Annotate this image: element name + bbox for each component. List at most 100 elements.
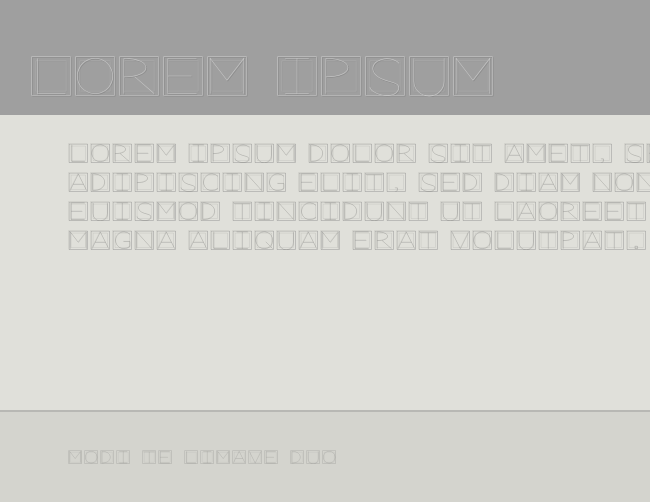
glyph-m	[320, 230, 340, 250]
glyph-d	[342, 201, 362, 221]
glyph-word	[68, 450, 130, 464]
header-band	[0, 0, 650, 115]
glyph-word	[504, 143, 612, 163]
glyph-word	[68, 230, 176, 250]
glyph-o	[322, 450, 336, 464]
glyph-t	[232, 201, 252, 221]
glyph-i	[342, 172, 362, 192]
glyph-t	[472, 143, 492, 163]
glyph-o	[374, 143, 394, 163]
glyph-o	[614, 172, 634, 192]
glyph-t	[142, 450, 156, 464]
glyph-s	[134, 201, 154, 221]
glyph-t	[604, 230, 624, 250]
glyph-e	[548, 143, 568, 163]
glyph-word	[188, 230, 340, 250]
glyph-q	[254, 230, 274, 250]
glyph-e	[352, 230, 372, 250]
glyph-word	[142, 450, 172, 464]
glyph-s	[364, 55, 406, 97]
glyph-word	[592, 172, 650, 192]
glyph-o	[74, 55, 116, 97]
glyph-g	[266, 172, 286, 192]
glyph-n	[276, 201, 296, 221]
glyph-n	[386, 201, 406, 221]
glyph-e	[298, 172, 318, 192]
glyph-i	[450, 143, 470, 163]
glyph-a	[504, 143, 524, 163]
glyph-t	[418, 230, 438, 250]
glyph-u	[516, 230, 536, 250]
glyph-r	[560, 201, 580, 221]
glyph-o	[330, 143, 350, 163]
glyph-a	[188, 230, 208, 250]
glyph-o	[538, 201, 558, 221]
glyph-a	[538, 172, 558, 192]
glyph-e	[604, 201, 624, 221]
glyph-n	[244, 172, 264, 192]
glyph-word	[428, 143, 492, 163]
glyph-p	[210, 143, 230, 163]
glyph-word	[494, 172, 580, 192]
glyph-o	[472, 230, 492, 250]
glyph-s	[178, 172, 198, 192]
glyph-e	[264, 450, 278, 464]
glyph-a	[232, 450, 246, 464]
glyph-t	[408, 201, 428, 221]
glyph-word	[440, 201, 482, 221]
glyph-n	[636, 172, 650, 192]
glyph-.	[626, 230, 646, 250]
glyph-m	[276, 143, 296, 163]
glyph-u	[306, 450, 320, 464]
glyph-p	[560, 230, 580, 250]
glyph-word	[494, 201, 646, 221]
glyph-t	[538, 230, 558, 250]
glyph-i	[222, 172, 242, 192]
glyph-t	[626, 201, 646, 221]
glyph-s	[428, 143, 448, 163]
body-text	[0, 115, 650, 410]
glyph-a	[68, 172, 88, 192]
glyph-d	[90, 172, 110, 192]
glyph-i	[156, 172, 176, 192]
glyph-l	[494, 230, 514, 250]
glyph-v	[248, 450, 262, 464]
glyph-u	[276, 230, 296, 250]
glyph-r	[112, 143, 132, 163]
glyph-m	[206, 55, 248, 97]
glyph-m	[68, 230, 88, 250]
glyph-r	[118, 55, 160, 97]
footer-text	[0, 412, 650, 502]
glyph-l	[320, 172, 340, 192]
glyph-d	[100, 450, 114, 464]
glyph-m	[452, 55, 494, 97]
glyph-v	[450, 230, 470, 250]
glyph-word	[298, 172, 406, 192]
glyph-i	[116, 450, 130, 464]
glyph-e	[158, 450, 172, 464]
glyph-a	[516, 201, 536, 221]
glyph-t	[364, 172, 384, 192]
glyph-u	[440, 201, 460, 221]
glyph-r	[396, 143, 416, 163]
glyph-o	[90, 143, 110, 163]
glyph-n	[592, 172, 612, 192]
glyph-l	[184, 450, 198, 464]
glyph-word	[624, 143, 650, 163]
glyph-word	[184, 450, 278, 464]
glyph-word	[68, 172, 286, 192]
glyph-a	[90, 230, 110, 250]
glyph-e	[646, 143, 650, 163]
glyph-e	[162, 55, 204, 97]
glyph-e	[440, 172, 460, 192]
glyph-a	[396, 230, 416, 250]
glyph-word	[308, 143, 416, 163]
glyph-word	[232, 201, 428, 221]
glyph-l	[352, 143, 372, 163]
glyph-l	[494, 201, 514, 221]
glyph-u	[364, 201, 384, 221]
glyph-e	[68, 201, 88, 221]
glyph-i	[200, 450, 214, 464]
glyph-m	[156, 143, 176, 163]
glyph-,	[592, 143, 612, 163]
